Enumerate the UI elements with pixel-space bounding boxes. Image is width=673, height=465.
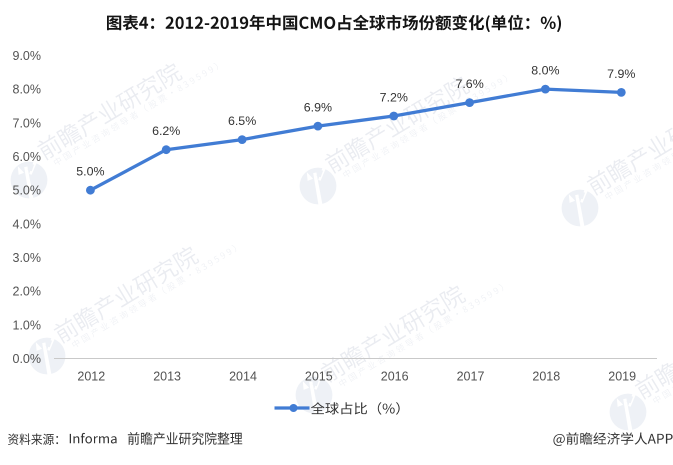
svg-text:8.0%: 8.0% [531,64,559,78]
svg-text:5.0%: 5.0% [76,165,104,179]
svg-text:6.2%: 6.2% [152,124,180,138]
svg-text:5.0%: 5.0% [13,184,42,198]
svg-text:2016: 2016 [381,370,409,384]
svg-text:8.0%: 8.0% [13,83,42,97]
svg-text:7.6%: 7.6% [455,77,483,91]
svg-text:4.0%: 4.0% [13,217,42,231]
svg-text:7.2%: 7.2% [380,90,408,104]
svg-text:2.0%: 2.0% [13,285,42,299]
svg-text:7.0%: 7.0% [13,116,42,130]
svg-text:3.0%: 3.0% [13,251,42,265]
svg-text:2013: 2013 [153,370,181,384]
svg-text:2014: 2014 [229,370,257,384]
svg-text:2018: 2018 [532,370,560,384]
svg-text:6.5%: 6.5% [228,114,256,128]
svg-text:2017: 2017 [457,370,485,384]
svg-text:0.0%: 0.0% [13,352,42,366]
svg-text:2012: 2012 [77,370,105,384]
svg-text:9.0%: 9.0% [13,49,42,63]
svg-text:2015: 2015 [305,370,333,384]
svg-text:7.9%: 7.9% [607,67,635,81]
svg-text:6.0%: 6.0% [13,150,42,164]
svg-text:1.0%: 1.0% [13,318,42,332]
svg-text:2019: 2019 [608,370,636,384]
svg-text:6.9%: 6.9% [304,101,332,115]
